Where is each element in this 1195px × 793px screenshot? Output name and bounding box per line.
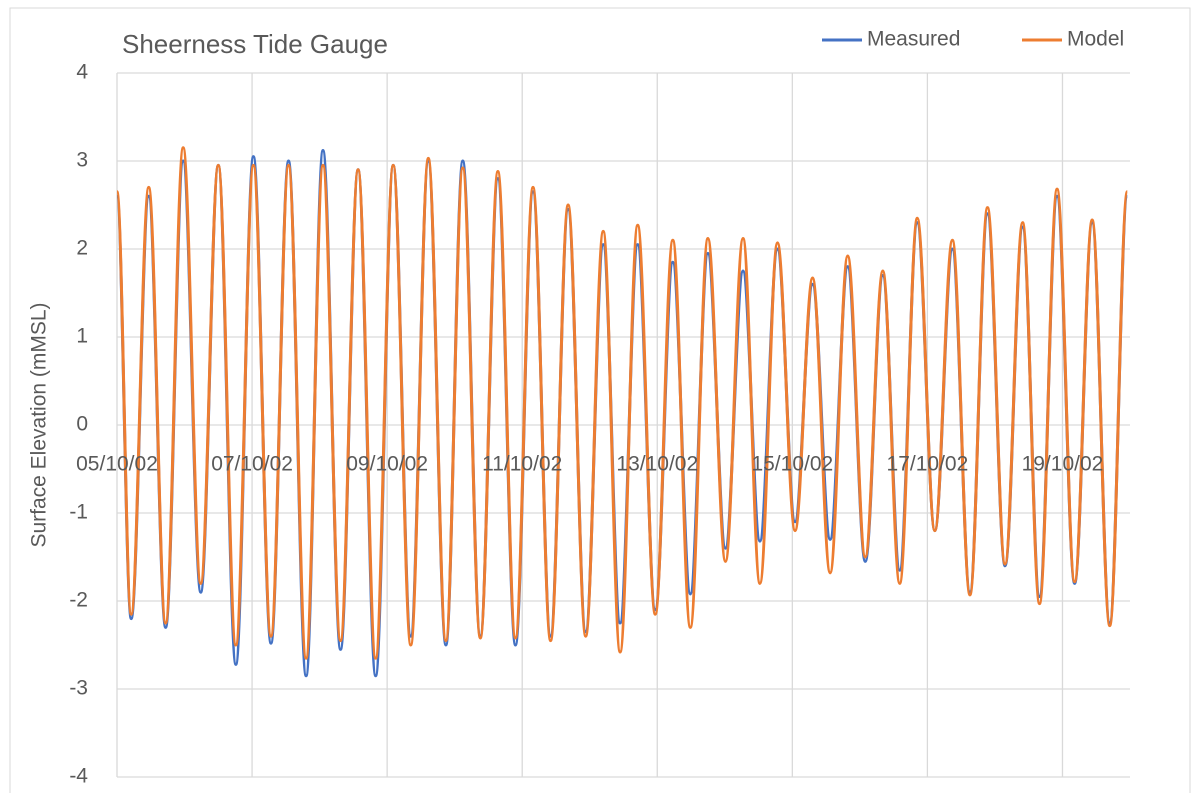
y-axis-label: Surface Elevation (mMSL) — [28, 302, 51, 547]
y-tick-label: -3 — [69, 677, 88, 700]
y-tick-label: 3 — [76, 149, 88, 172]
labels: -4 -3 -2 -1 0 1 2 3 4 05/10/02 07/10/02 09/10/02 11/… — [69, 28, 1124, 788]
x-tick-label: 15/10/02 — [751, 453, 833, 476]
x-tick-label: 07/10/02 — [211, 453, 293, 476]
y-tick-label: 4 — [76, 61, 88, 84]
y-tick-label: 1 — [76, 325, 88, 348]
chart-border — [9, 7, 1191, 793]
x-tick-label: 09/10/02 — [346, 453, 428, 476]
y-tick-label: -2 — [69, 589, 88, 612]
lines — [115, 146, 1129, 678]
y-tick-label: 2 — [76, 237, 88, 260]
x-tick-label: 11/10/02 — [482, 453, 562, 476]
y-tick-label: -1 — [69, 501, 88, 524]
legend-label: Model — [1067, 28, 1124, 51]
x-tick-label: 13/10/02 — [616, 453, 698, 476]
y-tick-label: 0 — [76, 413, 88, 436]
y-tick-label: -4 — [69, 765, 88, 788]
x-tick-label: 17/10/02 — [887, 453, 969, 476]
chart-title: Sheerness Tide Gauge — [122, 29, 388, 59]
series-line — [115, 146, 1129, 660]
x-tick-label: 19/10/02 — [1022, 453, 1104, 476]
grid — [116, 72, 1130, 778]
x-tick-label: 05/10/02 — [76, 453, 158, 476]
legend-label: Measured — [867, 28, 960, 51]
